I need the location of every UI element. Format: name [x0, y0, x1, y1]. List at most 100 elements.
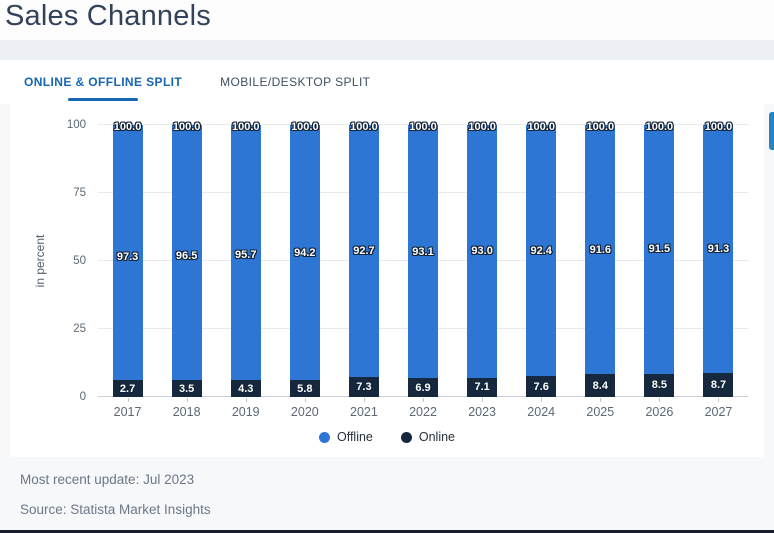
source-line: Source: Statista Market Insights [20, 502, 211, 517]
bar-slot-2025: 100.0 91.6 8.4 [571, 121, 630, 402]
online-legend-dot-icon [400, 431, 412, 443]
x-tick-label-2027: 2027 [704, 405, 733, 419]
online-value-label: 7.3 [356, 381, 372, 394]
chart-card: in percent 0 25 50 75 100 100.0 97.3 2.7 100.0 96… [10, 104, 764, 457]
most-recent-update: Most recent update: Jul 2023 [20, 472, 195, 487]
online-segment[interactable]: 8.5 [644, 373, 675, 397]
stacked-bar-2023[interactable]: 100.0 93.0 7.1 [467, 121, 498, 397]
online-segment[interactable]: 3.5 [171, 380, 202, 397]
legend-item-online[interactable]: Online [400, 430, 456, 444]
x-axis-tick [363, 398, 365, 402]
tab-label: MOBILE/DESKTOP SPLIT [220, 75, 371, 89]
tab-bar: ONLINE & OFFLINE SPLIT MOBILE/DESKTOP SP… [0, 60, 774, 104]
online-segment[interactable]: 5.8 [289, 380, 320, 397]
offline-value-label: 91.6 [589, 243, 612, 256]
online-segment[interactable]: 8.4 [585, 374, 616, 397]
offline-value-label: 93.0 [471, 245, 493, 258]
x-tick-label-2021: 2021 [350, 405, 378, 419]
offline-value-label: 92.4 [530, 244, 552, 257]
stacked-bar-2017[interactable]: 100.0 97.3 2.7 [112, 121, 143, 397]
x-axis-tick [600, 398, 602, 402]
online-segment[interactable]: 7.3 [348, 377, 379, 397]
online-segment[interactable]: 2.7 [112, 380, 143, 397]
stacked-bar-2018[interactable]: 100.0 96.5 3.5 [171, 121, 202, 397]
online-value-label: 2.7 [119, 382, 136, 395]
x-axis-labels: 2017 2018 2019 2020 2021 2022 2023 2024 2025 2026… [98, 405, 748, 419]
bar-slot-2018: 100.0 96.5 3.5 [157, 121, 216, 402]
legend-label: Online [418, 430, 456, 444]
y-tick-label-0: 0 [79, 391, 86, 403]
x-axis-tick [186, 398, 188, 402]
tab-mobile-desktop-split[interactable]: MOBILE/DESKTOP SPLIT [218, 60, 372, 104]
online-value-label: 8.4 [592, 379, 608, 392]
total-value-label: 100.0 [113, 121, 142, 133]
x-tick-label-2025: 2025 [586, 405, 615, 419]
stacked-bar-2022[interactable]: 100.0 93.1 6.9 [408, 121, 439, 397]
x-axis-tick [718, 398, 720, 402]
online-value-label: 7.6 [533, 380, 549, 393]
x-tick-label-2020: 2020 [290, 405, 319, 419]
online-value-label: 8.5 [651, 379, 668, 392]
bar-slot-2023: 100.0 93.0 7.1 [453, 121, 512, 402]
x-tick-label-2017: 2017 [113, 405, 142, 419]
stacked-bar-2019[interactable]: 100.0 95.7 4.3 [230, 121, 261, 397]
offline-legend-dot-icon [318, 431, 330, 443]
x-axis-tick [541, 398, 543, 402]
legend-item-offline[interactable]: Offline [318, 430, 373, 444]
legend-label: Offline [336, 430, 373, 444]
x-axis-tick [482, 398, 484, 402]
stacked-bar-2026[interactable]: 100.0 91.5 8.5 [644, 121, 675, 397]
online-segment[interactable]: 7.6 [526, 376, 557, 397]
bars-container: 100.0 97.3 2.7 100.0 96.5 3.5 100.0 95.7 4.3 100.… [98, 121, 748, 402]
y-tick-label-25: 25 [73, 323, 86, 335]
bar-slot-2027: 100.0 91.3 8.7 [689, 121, 748, 402]
x-tick-label-2019: 2019 [231, 405, 260, 419]
online-value-label: 4.3 [238, 382, 254, 395]
stacked-bar-2021[interactable]: 100.0 92.7 7.3 [348, 121, 379, 397]
side-flyout-tab[interactable] [769, 112, 774, 150]
online-value-label: 3.5 [178, 382, 195, 395]
online-value-label: 6.9 [415, 381, 431, 394]
total-value-label: 100.0 [527, 121, 555, 133]
x-axis-tick [245, 398, 247, 402]
y-tick-label-100: 100 [66, 119, 86, 131]
x-axis-tick [659, 398, 661, 402]
stacked-bar-2024[interactable]: 100.0 92.4 7.6 [526, 121, 557, 397]
bar-slot-2026: 100.0 91.5 8.5 [630, 121, 689, 402]
online-value-label: 7.1 [474, 381, 490, 394]
gridline-100 [98, 124, 748, 125]
offline-value-label: 95.7 [235, 249, 257, 262]
bar-slot-2021: 100.0 92.7 7.3 [334, 121, 393, 402]
x-axis-tick [127, 398, 129, 402]
offline-value-label: 97.3 [116, 251, 139, 264]
tab-online-offline-split[interactable]: ONLINE & OFFLINE SPLIT [22, 60, 184, 104]
bar-slot-2024: 100.0 92.4 7.6 [512, 121, 571, 402]
x-tick-label-2023: 2023 [468, 405, 497, 419]
x-axis-tick [423, 398, 425, 402]
offline-value-label: 91.3 [707, 243, 730, 256]
x-axis-tick [304, 398, 306, 402]
online-value-label: 8.7 [710, 379, 727, 392]
footer: Most recent update: Jul 2023 Source: Sta… [20, 472, 211, 532]
bar-slot-2017: 100.0 97.3 2.7 [98, 121, 157, 402]
online-segment[interactable]: 7.1 [467, 377, 498, 397]
plot-area: in percent 0 25 50 75 100 100.0 97.3 2.7 100.0 96… [33, 119, 748, 403]
header: Sales Channels [0, 0, 774, 40]
total-value-label: 100.0 [586, 121, 615, 133]
tab-label: ONLINE & OFFLINE SPLIT [24, 75, 183, 89]
online-segment[interactable]: 4.3 [230, 380, 261, 397]
stacked-bar-2025[interactable]: 100.0 91.6 8.4 [585, 121, 616, 397]
online-segment[interactable]: 8.7 [703, 373, 734, 397]
stacked-bar-2020[interactable]: 100.0 94.2 5.8 [289, 121, 320, 397]
online-segment[interactable]: 6.9 [408, 378, 439, 397]
y-axis-title: in percent [33, 234, 47, 288]
total-value-label: 100.0 [409, 121, 437, 133]
total-value-label: 100.0 [231, 121, 260, 133]
active-tab-underline [68, 98, 139, 101]
offline-value-label: 93.1 [412, 245, 434, 258]
bar-slot-2020: 100.0 94.2 5.8 [275, 121, 334, 402]
stacked-bar-2027[interactable]: 100.0 91.3 8.7 [703, 121, 734, 397]
total-value-label: 100.0 [645, 121, 674, 133]
x-tick-label-2018: 2018 [172, 405, 201, 419]
